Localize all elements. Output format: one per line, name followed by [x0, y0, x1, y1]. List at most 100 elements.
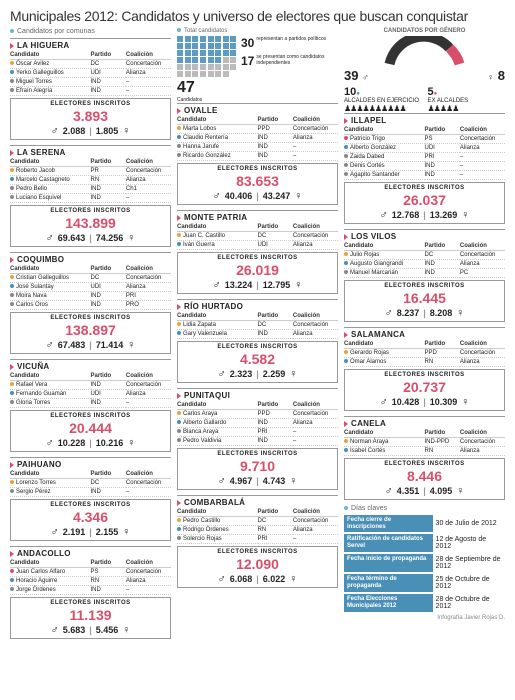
- triangle-icon: [10, 150, 14, 156]
- candidate-table: CandidatoPartidoCoaliciónLorenzo TorresD…: [10, 470, 171, 497]
- electores-box: ELECTORES INSCRITOS 20.444 ♂10.228|10.21…: [10, 410, 171, 452]
- triangle-icon: [344, 421, 348, 427]
- candidate-row: Juan C. CastilloDCConcertación: [177, 232, 338, 241]
- comuna-name: LOS VILOS: [351, 232, 396, 241]
- candidate-row: Horacio AguirreRNAlianza: [10, 577, 171, 586]
- male-icon: ♂: [50, 125, 58, 137]
- candidate-table: CandidatoPartidoCoaliciónRafael VeraINDC…: [10, 372, 171, 408]
- comuna-block: ANDACOLLO CandidatoPartidoCoaliciónJuan …: [10, 546, 171, 639]
- gender-arc-icon: [344, 36, 505, 66]
- candidate-row: Óscar AvilezDCConcertación: [10, 60, 171, 69]
- comuna-block: ILLAPEL CandidatoPartidoCoaliciónPatrici…: [344, 113, 505, 224]
- candidate-table: CandidatoPartidoCoaliciónCristian Galleg…: [10, 265, 171, 310]
- male-icon: ♂: [384, 485, 392, 497]
- comuna-block: PUNITAQUI CandidatoPartidoCoaliciónCarlo…: [177, 388, 338, 490]
- candidate-row: Isabel CortésRNAlianza: [344, 447, 505, 456]
- female-icon: ♀: [289, 368, 297, 380]
- triangle-icon: [177, 500, 181, 506]
- comuna-block: VICUÑA CandidatoPartidoCoaliciónRafael V…: [10, 359, 171, 452]
- candidate-row: Manuel MarcariánINDPC: [344, 269, 505, 278]
- male-icon: ♂: [217, 475, 225, 487]
- candidate-row: Ricardo GonzálezIND–: [177, 152, 338, 161]
- candidate-row: Cristian GalleguillosDCConcertación: [10, 274, 171, 283]
- triangle-icon: [10, 257, 14, 263]
- candidate-row: Gary ValenzuelaINDAlianza: [177, 330, 338, 339]
- candidate-table: CandidatoPartidoCoaliciónJuan Carlos Alf…: [10, 559, 171, 595]
- electores-box: ELECTORES INSCRITOS 138.897 ♂67.483|71.4…: [10, 312, 171, 354]
- female-icon: ♀: [456, 307, 464, 319]
- candidate-row: Pedro CastilloDCConcertación: [177, 517, 338, 526]
- electores-box: ELECTORES INSCRITOS 3.893 ♂2.088|1.805♀: [10, 98, 171, 140]
- male-icon: ♂: [212, 190, 220, 202]
- candidate-table: CandidatoPartidoCoaliciónPedro CastilloD…: [177, 508, 338, 544]
- comuna-name: CANELA: [351, 419, 386, 428]
- comuna-block: PAIHUANO CandidatoPartidoCoaliciónLorenz…: [10, 457, 171, 541]
- triangle-icon: [177, 304, 181, 310]
- candidate-row: Iván GuerraUDIAlianza: [177, 241, 338, 250]
- candidate-row: Roberto JacobPRConcertación: [10, 167, 171, 176]
- female-icon: ♀: [294, 279, 302, 291]
- female-icon: ♀: [122, 624, 130, 636]
- candidate-row: Carlos OrosINDPRO: [10, 301, 171, 310]
- female-icon: ♀: [122, 526, 130, 538]
- triangle-icon: [10, 364, 14, 370]
- male-icon: ♂: [217, 368, 225, 380]
- candidate-table: CandidatoPartidoCoaliciónÓscar AvilezDCC…: [10, 51, 171, 96]
- comuna-name: RÍO HURTADO: [184, 302, 243, 311]
- comuna-name: COMBARBALÁ: [184, 498, 245, 507]
- fecha-row: Ratificación de candidatos Servel12 de A…: [344, 534, 505, 552]
- fecha-row: Fecha cierre de inscripciones30 de Julio…: [344, 515, 505, 532]
- electores-box: ELECTORES INSCRITOS 9.710 ♂4.967|4.743♀: [177, 448, 338, 490]
- candidate-row: Gloria TorresIND–: [10, 399, 171, 408]
- triangle-icon: [10, 551, 14, 557]
- candidate-row: Yerko GalleguillosUDIAlianza: [10, 69, 171, 78]
- candidate-row: Rafael VeraINDConcertación: [10, 381, 171, 390]
- comuna-name: PUNITAQUI: [184, 391, 230, 400]
- comuna-name: ANDACOLLO: [17, 549, 71, 558]
- electores-box: ELECTORES INSCRITOS 26.037 ♂12.768|13.26…: [344, 182, 505, 224]
- comuna-name: VICUÑA: [17, 362, 49, 371]
- comuna-block: RÍO HURTADO CandidatoPartidoCoaliciónLid…: [177, 299, 338, 383]
- triangle-icon: [10, 43, 14, 49]
- candidate-row: Denis CortésIND–: [344, 162, 505, 171]
- comuna-block: SALAMANCA CandidatoPartidoCoaliciónGerar…: [344, 327, 505, 411]
- fechas-block: Días clavesFecha cierre de inscripciones…: [344, 505, 505, 612]
- comuna-name: COQUIMBO: [17, 255, 64, 264]
- female-icon: ♀: [456, 485, 464, 497]
- triangle-icon: [344, 234, 348, 240]
- candidate-row: Juan Carlos AlfaroPSConcertación: [10, 568, 171, 577]
- candidate-row: Zaida DabedPRI–: [344, 153, 505, 162]
- candidate-row: Hanna JarufeIND–: [177, 143, 338, 152]
- female-icon: ♀: [127, 437, 135, 449]
- electores-box: ELECTORES INSCRITOS 4.346 ♂2.191|2.155♀: [10, 499, 171, 541]
- comuna-block: COQUIMBO CandidatoPartidoCoaliciónCristi…: [10, 252, 171, 354]
- triangle-icon: [10, 462, 14, 468]
- triangle-icon: [344, 118, 348, 124]
- male-icon: ♂: [45, 339, 53, 351]
- comuna-block: LA HIGUERA CandidatoPartidoCoaliciónÓsca…: [10, 38, 171, 140]
- fecha-row: Fecha término de propaganda25 de Octubre…: [344, 574, 505, 592]
- candidate-row: Norman ArayaIND-PPDConcertación: [344, 438, 505, 447]
- candidate-row: Marta LobosPPDConcertación: [177, 125, 338, 134]
- candidate-row: Gerardo RojasPPDConcertación: [344, 349, 505, 358]
- candidate-row: Rodrigo ÓrdenesRNAlianza: [177, 526, 338, 535]
- female-icon: ♀: [461, 396, 469, 408]
- comuna-name: MONTE PATRIA: [184, 213, 247, 222]
- electores-box: ELECTORES INSCRITOS 143.899 ♂69.643|74.2…: [10, 205, 171, 247]
- electores-box: ELECTORES INSCRITOS 16.445 ♂8.237|8.208♀: [344, 280, 505, 322]
- comuna-name: PAIHUANO: [17, 460, 61, 469]
- male-icon: ♂: [212, 279, 220, 291]
- comuna-name: LA SERENA: [17, 148, 66, 157]
- triangle-icon: [177, 215, 181, 221]
- candidate-row: Omar AlamosRNAlianza: [344, 358, 505, 367]
- candidate-row: Luciano EsquivelIND–: [10, 194, 171, 203]
- candidate-table: CandidatoPartidoCoaliciónRoberto JacobPR…: [10, 158, 171, 203]
- gender-block: CANDIDATOS POR GÉNERO 39 ♂♀ 8 10●ALCALDE…: [344, 28, 505, 113]
- comuna-block: CANELA CandidatoPartidoCoaliciónNorman A…: [344, 416, 505, 500]
- candidate-row: Julio RojasDCConcertación: [344, 251, 505, 260]
- total-candidatos-block: Total candidatos 47Candidatos 30represen…: [177, 28, 338, 103]
- comuna-name: OVALLE: [184, 106, 218, 115]
- female-icon: ♀: [294, 190, 302, 202]
- credit: Infografía Javier Rojas D.: [344, 615, 505, 621]
- comuna-name: LA HIGUERA: [17, 41, 69, 50]
